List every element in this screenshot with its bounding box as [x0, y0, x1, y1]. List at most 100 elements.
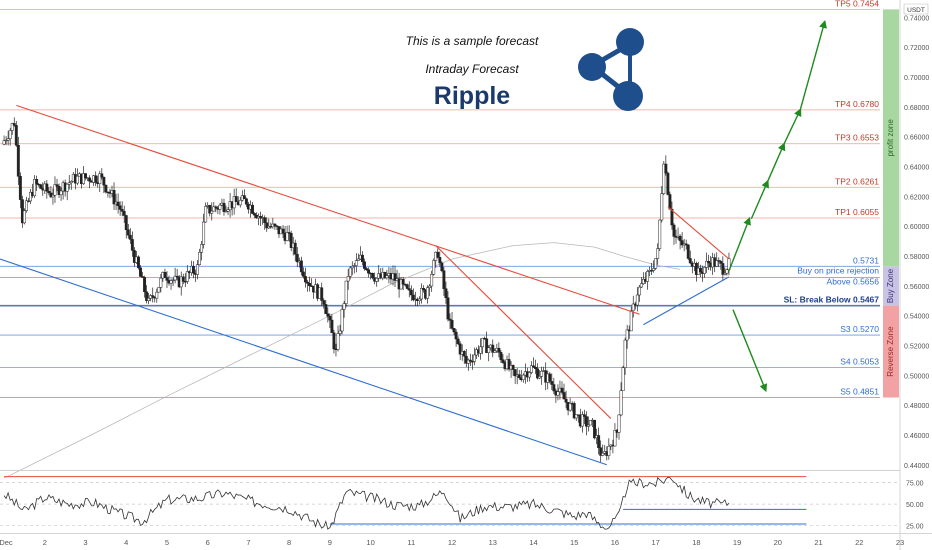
logo-node: [613, 81, 643, 111]
candle-body: [232, 196, 236, 209]
candle-body: [662, 163, 666, 194]
candle-body: [163, 272, 167, 278]
candle-body: [124, 215, 128, 231]
candle-body: [452, 328, 456, 333]
candle-body: [705, 261, 709, 268]
trendline: [435, 245, 612, 419]
price-tick-label: 0.58000: [904, 254, 929, 261]
candle-body: [130, 239, 134, 251]
time-tick-label: 17: [651, 538, 659, 547]
candle-body: [589, 420, 592, 426]
candle-body: [723, 272, 727, 275]
candle-body: [47, 190, 51, 194]
candle-body: [540, 370, 544, 377]
time-tick-label: 4: [124, 538, 128, 547]
price-tick-label: 0.66000: [904, 135, 929, 142]
candle-body: [157, 287, 161, 293]
candle-body: [393, 273, 397, 281]
candle-body: [446, 297, 450, 320]
forecast-arrow: [750, 179, 769, 220]
rsi-tick-label: 25.00: [906, 524, 924, 531]
candle-body: [22, 210, 26, 224]
candle-body: [430, 274, 434, 287]
candle-body: [336, 333, 340, 350]
candle-body: [139, 267, 142, 277]
rsi-panel: [0, 470, 932, 530]
candle-body: [367, 269, 371, 274]
forecast-subtitle-2: Intraday Forecast: [425, 62, 519, 76]
candle-body: [501, 359, 505, 363]
candle-body: [145, 291, 149, 301]
candle-body: [293, 242, 297, 255]
candle-body: [342, 303, 346, 310]
candle-body: [440, 262, 444, 271]
time-tick-label: 10: [366, 538, 374, 547]
candle-body: [721, 263, 725, 275]
candle-body: [299, 260, 303, 273]
price-level-label: S3 0.5270: [840, 324, 879, 334]
candle-body: [411, 294, 415, 301]
time-tick-label: 13: [489, 538, 497, 547]
ripple-logo: [578, 28, 644, 111]
candle-body: [601, 452, 605, 456]
candle-body: [306, 281, 309, 284]
candle-body: [521, 374, 525, 380]
trendline: [16, 104, 640, 315]
candle-body: [183, 281, 187, 283]
candle-body: [65, 183, 69, 192]
candle-body: [234, 196, 238, 203]
candle-body: [6, 138, 10, 141]
candle-body: [485, 338, 489, 353]
candle-body: [487, 347, 491, 353]
price-level-label: Buy on price rejection: [797, 265, 879, 275]
price-tick-label: 0.46000: [904, 433, 929, 440]
candle-body: [580, 414, 584, 427]
time-tick-label: 21: [814, 538, 822, 547]
candle-body: [527, 372, 531, 378]
candle-body: [202, 221, 206, 245]
candle-body: [303, 276, 307, 283]
candle-body: [55, 184, 59, 187]
candle-body: [2, 140, 6, 145]
candle-body: [259, 216, 263, 219]
candle-body: [214, 206, 218, 209]
price-tick-label: 0.62000: [904, 194, 929, 201]
candle-body: [116, 201, 120, 206]
candle-body: [409, 289, 413, 296]
candle-body: [456, 338, 460, 345]
candle-body: [289, 233, 293, 248]
candle-body: [128, 234, 132, 240]
forecast-arrow: [767, 142, 786, 182]
candle-body: [340, 309, 344, 332]
candle-body: [143, 277, 147, 293]
candle-body: [631, 303, 635, 311]
candle-body: [454, 331, 458, 340]
candle-body: [574, 414, 578, 419]
profit-zone-label: profit zone: [886, 119, 895, 157]
candle-body: [12, 123, 16, 126]
price-tick-label: 0.48000: [904, 403, 929, 410]
candle-body: [346, 276, 350, 282]
candle-body: [428, 285, 432, 288]
candle-body: [324, 304, 328, 314]
candle-body: [175, 275, 179, 278]
candle-body: [479, 346, 482, 354]
candle-body: [507, 359, 511, 370]
candle-body: [159, 277, 163, 288]
trendline: [0, 258, 607, 466]
candle-body: [584, 416, 588, 427]
currency-badge: [903, 3, 929, 15]
candle-body: [666, 172, 670, 195]
price-tick-label: 0.68000: [904, 105, 929, 112]
logo-node: [578, 53, 606, 81]
candle-body: [468, 359, 472, 362]
candle-body: [538, 376, 542, 379]
candle-body: [493, 350, 497, 353]
candle-body: [328, 316, 332, 321]
candle-body: [104, 184, 108, 193]
time-tick-label: 16: [611, 538, 619, 547]
price-level-label: SL: Break Below 0.5467: [784, 295, 880, 305]
candle-body: [344, 280, 348, 304]
candle-body: [432, 260, 436, 275]
candle-body: [171, 279, 175, 282]
